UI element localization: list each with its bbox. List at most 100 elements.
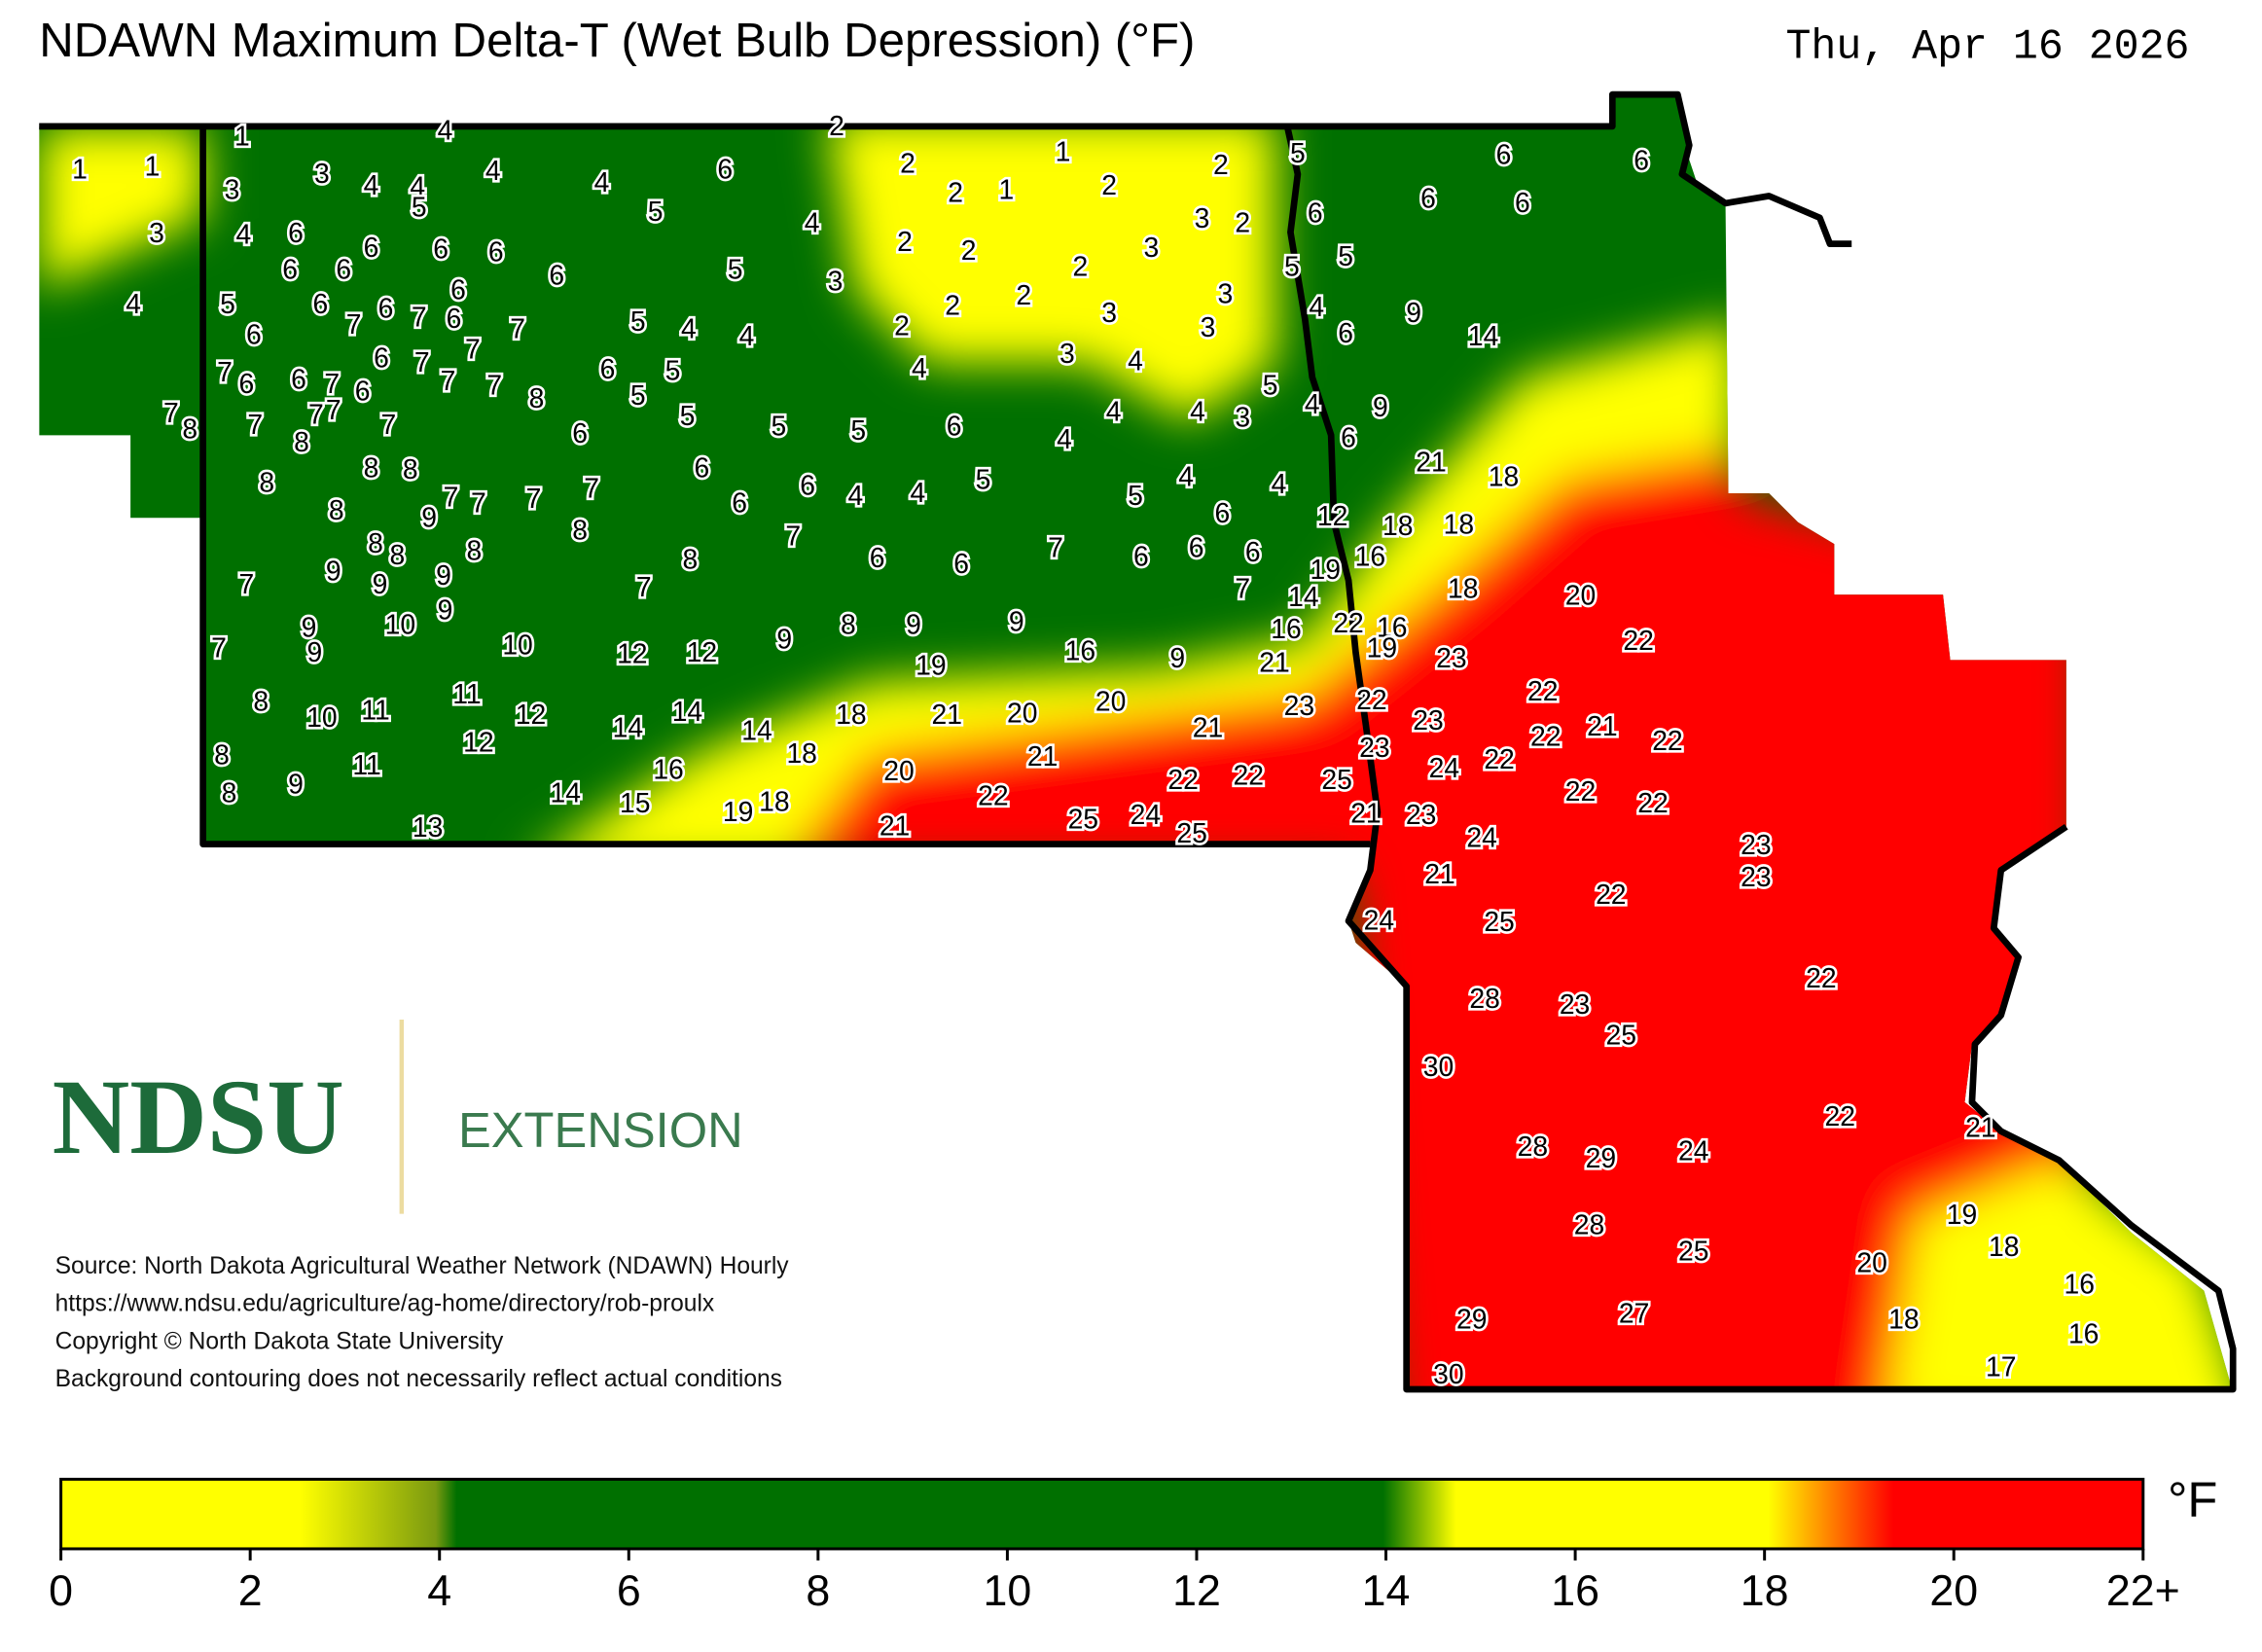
colorbar-tick-label: 0 (49, 1567, 73, 1615)
station-value: 20 (1007, 697, 1037, 728)
station-value: 9 (906, 609, 921, 640)
station-value: 16 (1377, 612, 1407, 643)
state-borders (39, 90, 2237, 1393)
station-value: 4 (236, 219, 252, 250)
station-value: 13 (413, 811, 443, 843)
station-value: 22 (1806, 962, 1836, 993)
station-value: 6 (549, 259, 564, 290)
station-value: 7 (465, 333, 481, 364)
station-value: 6 (291, 364, 306, 395)
station-value: 16 (1065, 634, 1095, 665)
station-value: 21 (1350, 797, 1381, 828)
station-value: 12 (617, 637, 647, 668)
station-value: 4 (126, 288, 141, 319)
station-value: 9 (1009, 606, 1024, 637)
station-value: 6 (600, 353, 616, 384)
station-value: 21 (880, 810, 910, 842)
station-value: 16 (2068, 1317, 2099, 1348)
station-value: 25 (1321, 764, 1351, 795)
station-value: 18 (836, 699, 866, 730)
station-value: 9 (302, 612, 317, 643)
station-value: 22 (1333, 607, 1363, 638)
station-value: 8 (368, 527, 383, 558)
station-value: 8 (222, 776, 237, 808)
station-value: 14 (613, 711, 643, 742)
station-value: 8 (364, 452, 379, 484)
station-value: 7 (211, 631, 227, 663)
station-value: 14 (672, 696, 702, 727)
colorbar-tick-label: 14 (1362, 1567, 1411, 1615)
station-value: 7 (163, 397, 179, 428)
station-value: 6 (246, 318, 262, 349)
station-value: 20 (1856, 1246, 1886, 1277)
station-value: 7 (486, 370, 502, 401)
station-value: 5 (1284, 250, 1300, 281)
station-value: 8 (294, 426, 309, 457)
station-value: 4 (1272, 468, 1287, 499)
station-value: 6 (433, 233, 449, 265)
station-value: 12 (463, 726, 493, 757)
station-value: 4 (485, 155, 501, 186)
station-value: 18 (1489, 461, 1519, 492)
station-value: 21 (1587, 710, 1617, 741)
station-value: 22 (1527, 675, 1558, 706)
station-value: 11 (361, 694, 389, 725)
station-value: 7 (381, 409, 397, 440)
station-value: 6 (694, 452, 709, 484)
colorbar-tick-label: 2 (238, 1567, 263, 1615)
colorbar-tick-label: 10 (984, 1567, 1032, 1615)
station-value: 21 (1416, 447, 1446, 478)
station-value: 18 (1444, 509, 1474, 540)
station-value: 6 (488, 236, 504, 268)
station-value: 5 (728, 253, 743, 284)
station-value: 14 (1468, 320, 1498, 351)
station-value: 16 (1355, 541, 1385, 572)
station-value: 4 (438, 114, 453, 145)
station-value: 18 (759, 785, 789, 816)
station-value: 9 (1373, 391, 1388, 422)
station-value: 7 (444, 481, 459, 512)
station-value: 23 (1413, 704, 1443, 736)
station-value: 7 (324, 368, 340, 399)
station-value: 2 (945, 290, 960, 321)
station-value: 5 (1290, 137, 1306, 168)
station-value: 10 (306, 701, 337, 733)
station-value: 12 (687, 636, 717, 667)
station-value: 7 (1235, 572, 1250, 603)
station-value: 24 (1466, 822, 1496, 853)
station-value: 9 (1169, 642, 1185, 673)
station-value: 3 (1201, 311, 1216, 342)
station-value: 6 (717, 154, 733, 185)
station-value: 19 (1367, 631, 1397, 663)
station-value: 22 (1233, 760, 1263, 791)
station-value: 5 (1338, 240, 1353, 271)
station-value: 22 (1623, 625, 1653, 656)
station-value: 20 (883, 755, 914, 786)
station-value: 8 (841, 609, 856, 640)
station-value: 12 (516, 699, 546, 730)
station-value: 6 (1308, 197, 1323, 228)
station-value: 6 (1634, 145, 1649, 176)
station-value: 7 (326, 394, 341, 425)
station-value: 6 (800, 469, 815, 500)
station-value: 8 (683, 543, 699, 574)
station-value: 25 (1068, 803, 1098, 834)
station-value: 6 (238, 368, 254, 399)
station-value: 7 (412, 302, 427, 333)
station-value: 6 (1515, 187, 1530, 218)
map-title: NDAWN Maximum Delta-T (Wet Bulb Depressi… (39, 14, 1195, 67)
station-value: 6 (1189, 532, 1204, 563)
map-date: Thu, Apr 16 2026 (1786, 22, 2190, 70)
colorbar-tick-label: 16 (1551, 1567, 1599, 1615)
station-value: 22 (1596, 879, 1626, 910)
station-value: 23 (1359, 732, 1389, 763)
station-value: 8 (529, 382, 545, 413)
station-value: 4 (1057, 423, 1072, 454)
station-value: 19 (1947, 1199, 1977, 1230)
station-value: 5 (680, 400, 696, 431)
colorbar-tick-label: 22+ (2106, 1567, 2180, 1615)
station-value: 9 (307, 636, 323, 667)
station-value: 6 (572, 417, 588, 449)
station-value: 6 (1245, 536, 1261, 567)
